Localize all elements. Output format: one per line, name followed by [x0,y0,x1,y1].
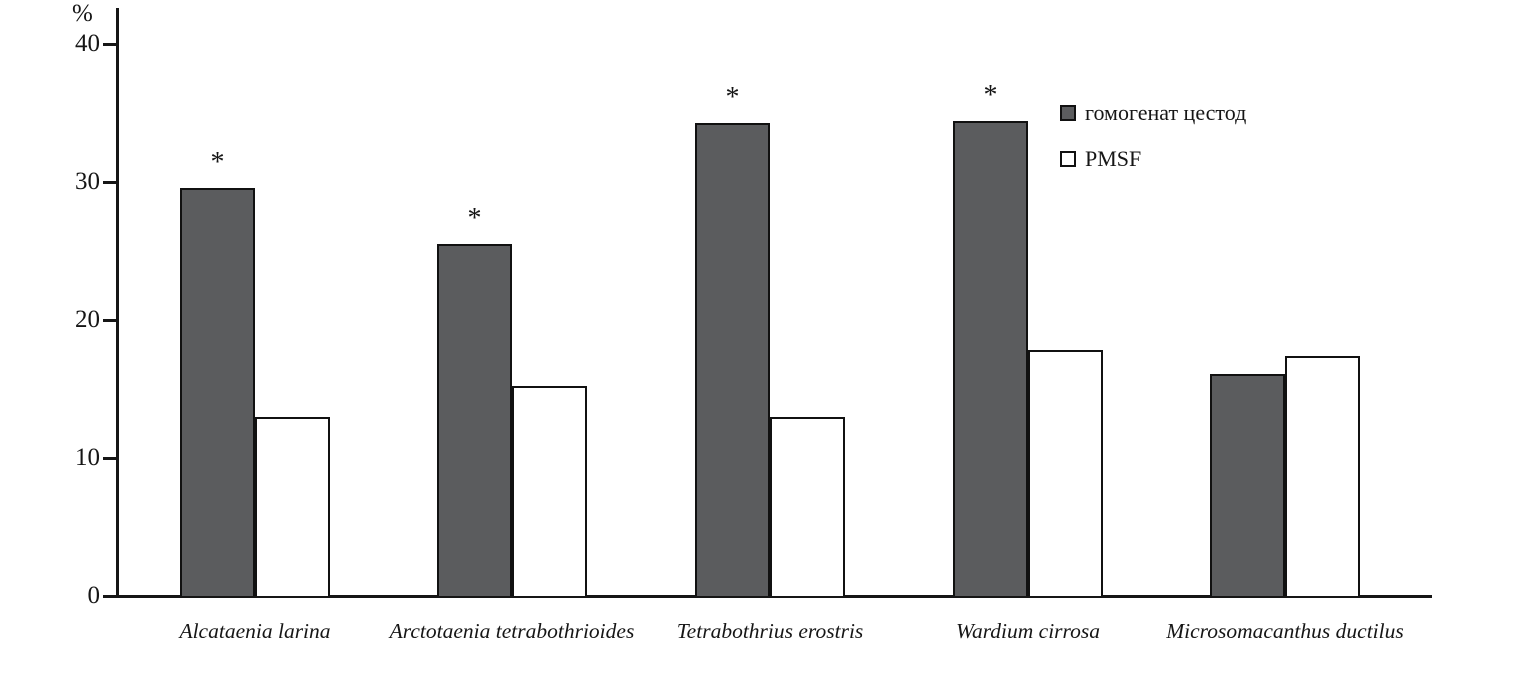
category-label: Arctotaenia tetrabothrioides [389,619,635,643]
category-label: Tetrabothrius erostris [676,619,864,643]
significance-asterisk: * [725,81,740,113]
y-axis-line [116,8,119,598]
y-tick-mark [103,319,117,322]
legend-item-pmsf: PMSF [1060,146,1246,172]
y-tick-label: 30 [75,168,100,195]
significance-asterisk: * [983,80,998,112]
bar-pmsf-3 [770,416,845,596]
y-tick-mark [103,595,117,598]
x-axis-line [116,595,1432,598]
bar-pmsf-1 [255,416,330,596]
bar-pmsf-5 [1285,355,1360,596]
y-tick-label: 10 [75,444,100,471]
legend-label-pmsf: PMSF [1085,146,1142,171]
y-tick-mark [103,43,117,46]
category-label: Wardium cirrosa [956,619,1100,643]
significance-asterisk: * [210,146,225,178]
legend-item-homogenate: гомогенат цестод [1060,100,1246,126]
legend: гомогенат цестод PMSF [1060,100,1246,192]
bar-pmsf-2 [512,386,587,596]
y-tick-label: 40 [75,30,100,57]
y-tick-mark [103,457,117,460]
bar-homogenate-3 [695,122,770,596]
bar-homogenate-4 [953,121,1028,596]
category-label: Alcataenia larina [179,619,331,643]
significance-asterisk: * [467,203,482,235]
legend-swatch-dark-icon [1060,105,1076,121]
bar-pmsf-4 [1028,350,1103,596]
legend-label-homogenate: гомогенат цестод [1085,100,1247,125]
y-tick-label: 20 [75,306,100,333]
bar-homogenate-5 [1210,373,1285,596]
y-tick-label: 0 [87,582,101,609]
category-label: Microsomacanthus ductilus [1166,619,1404,643]
y-tick-mark [103,181,117,184]
bar-homogenate-1 [180,187,255,596]
legend-swatch-light-icon [1060,151,1076,167]
bar-homogenate-2 [437,244,512,596]
y-axis-unit-label: % [72,0,93,27]
